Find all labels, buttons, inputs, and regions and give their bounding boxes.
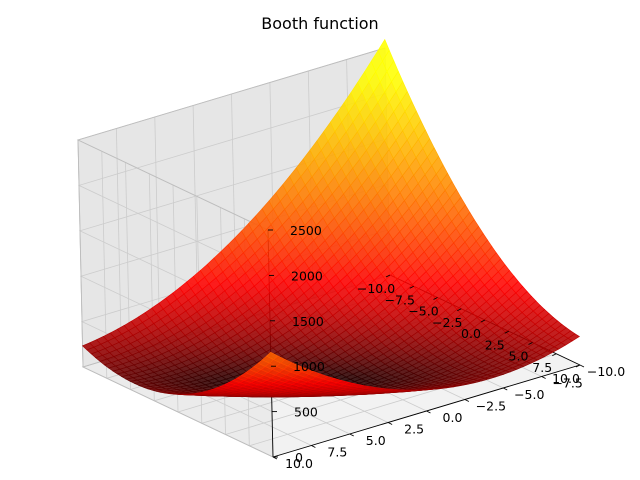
z-tick-label: 2000 bbox=[291, 268, 323, 283]
surface-plot bbox=[81, 38, 580, 398]
x-tick-mark bbox=[480, 319, 486, 323]
x-tick-mark bbox=[528, 342, 533, 345]
y-tick-label: −7.5 bbox=[552, 376, 582, 391]
x-tick-label: −2.5 bbox=[432, 315, 462, 330]
x-tick-mark bbox=[409, 285, 414, 289]
x-tick-label: −10.0 bbox=[357, 281, 395, 296]
y-tick-mark bbox=[387, 422, 393, 425]
y-tick-label: 0.0 bbox=[443, 410, 463, 425]
y-tick-mark bbox=[349, 433, 354, 437]
x-tick-mark bbox=[457, 308, 462, 312]
y-tick-label: 5.0 bbox=[366, 433, 386, 448]
x-tick-mark bbox=[504, 330, 509, 334]
y-tick-label: 7.5 bbox=[327, 445, 347, 460]
z-tick-label: 1500 bbox=[292, 314, 324, 329]
y-tick-label: −10.0 bbox=[587, 364, 625, 379]
x-tick-mark bbox=[433, 297, 438, 300]
z-tick-label: 0 bbox=[295, 450, 303, 465]
x-tick-label: −7.5 bbox=[385, 292, 415, 307]
y-tick-label: −5.0 bbox=[514, 387, 544, 402]
x-tick-label: 7.5 bbox=[532, 360, 552, 375]
y-tick-label: 10.0 bbox=[285, 456, 313, 471]
x-tick-mark bbox=[385, 274, 391, 278]
x-tick-label: 5.0 bbox=[509, 349, 529, 364]
x-tick-label: 10.0 bbox=[552, 371, 580, 386]
z-tick-label: 2500 bbox=[290, 223, 322, 238]
x-tick-mark bbox=[552, 353, 557, 357]
x-tick-label: 2.5 bbox=[485, 337, 505, 352]
y-tick-label: −2.5 bbox=[476, 399, 506, 414]
x-tick-mark bbox=[575, 364, 581, 368]
axis-ticks: −10.0−7.5−5.0−2.50.02.55.07.510.0 −10.0−7… bbox=[268, 223, 625, 471]
y-tick-mark bbox=[503, 387, 508, 391]
y-tick-mark bbox=[579, 364, 585, 368]
surface-patch bbox=[567, 333, 580, 342]
z-tick-label: 500 bbox=[294, 405, 318, 420]
x-tick-label: 0.0 bbox=[461, 326, 481, 341]
y-tick-mark bbox=[426, 410, 431, 414]
x-tick-label: −5.0 bbox=[408, 304, 438, 319]
chart-title: Booth function bbox=[261, 14, 378, 33]
back-vertical-edge bbox=[77, 139, 84, 368]
y-tick-mark bbox=[541, 376, 546, 379]
y-tick-mark bbox=[311, 445, 316, 448]
y-tick-label: 2.5 bbox=[404, 422, 424, 437]
z-tick-label: 1000 bbox=[293, 359, 325, 374]
y-tick-mark bbox=[464, 399, 470, 402]
